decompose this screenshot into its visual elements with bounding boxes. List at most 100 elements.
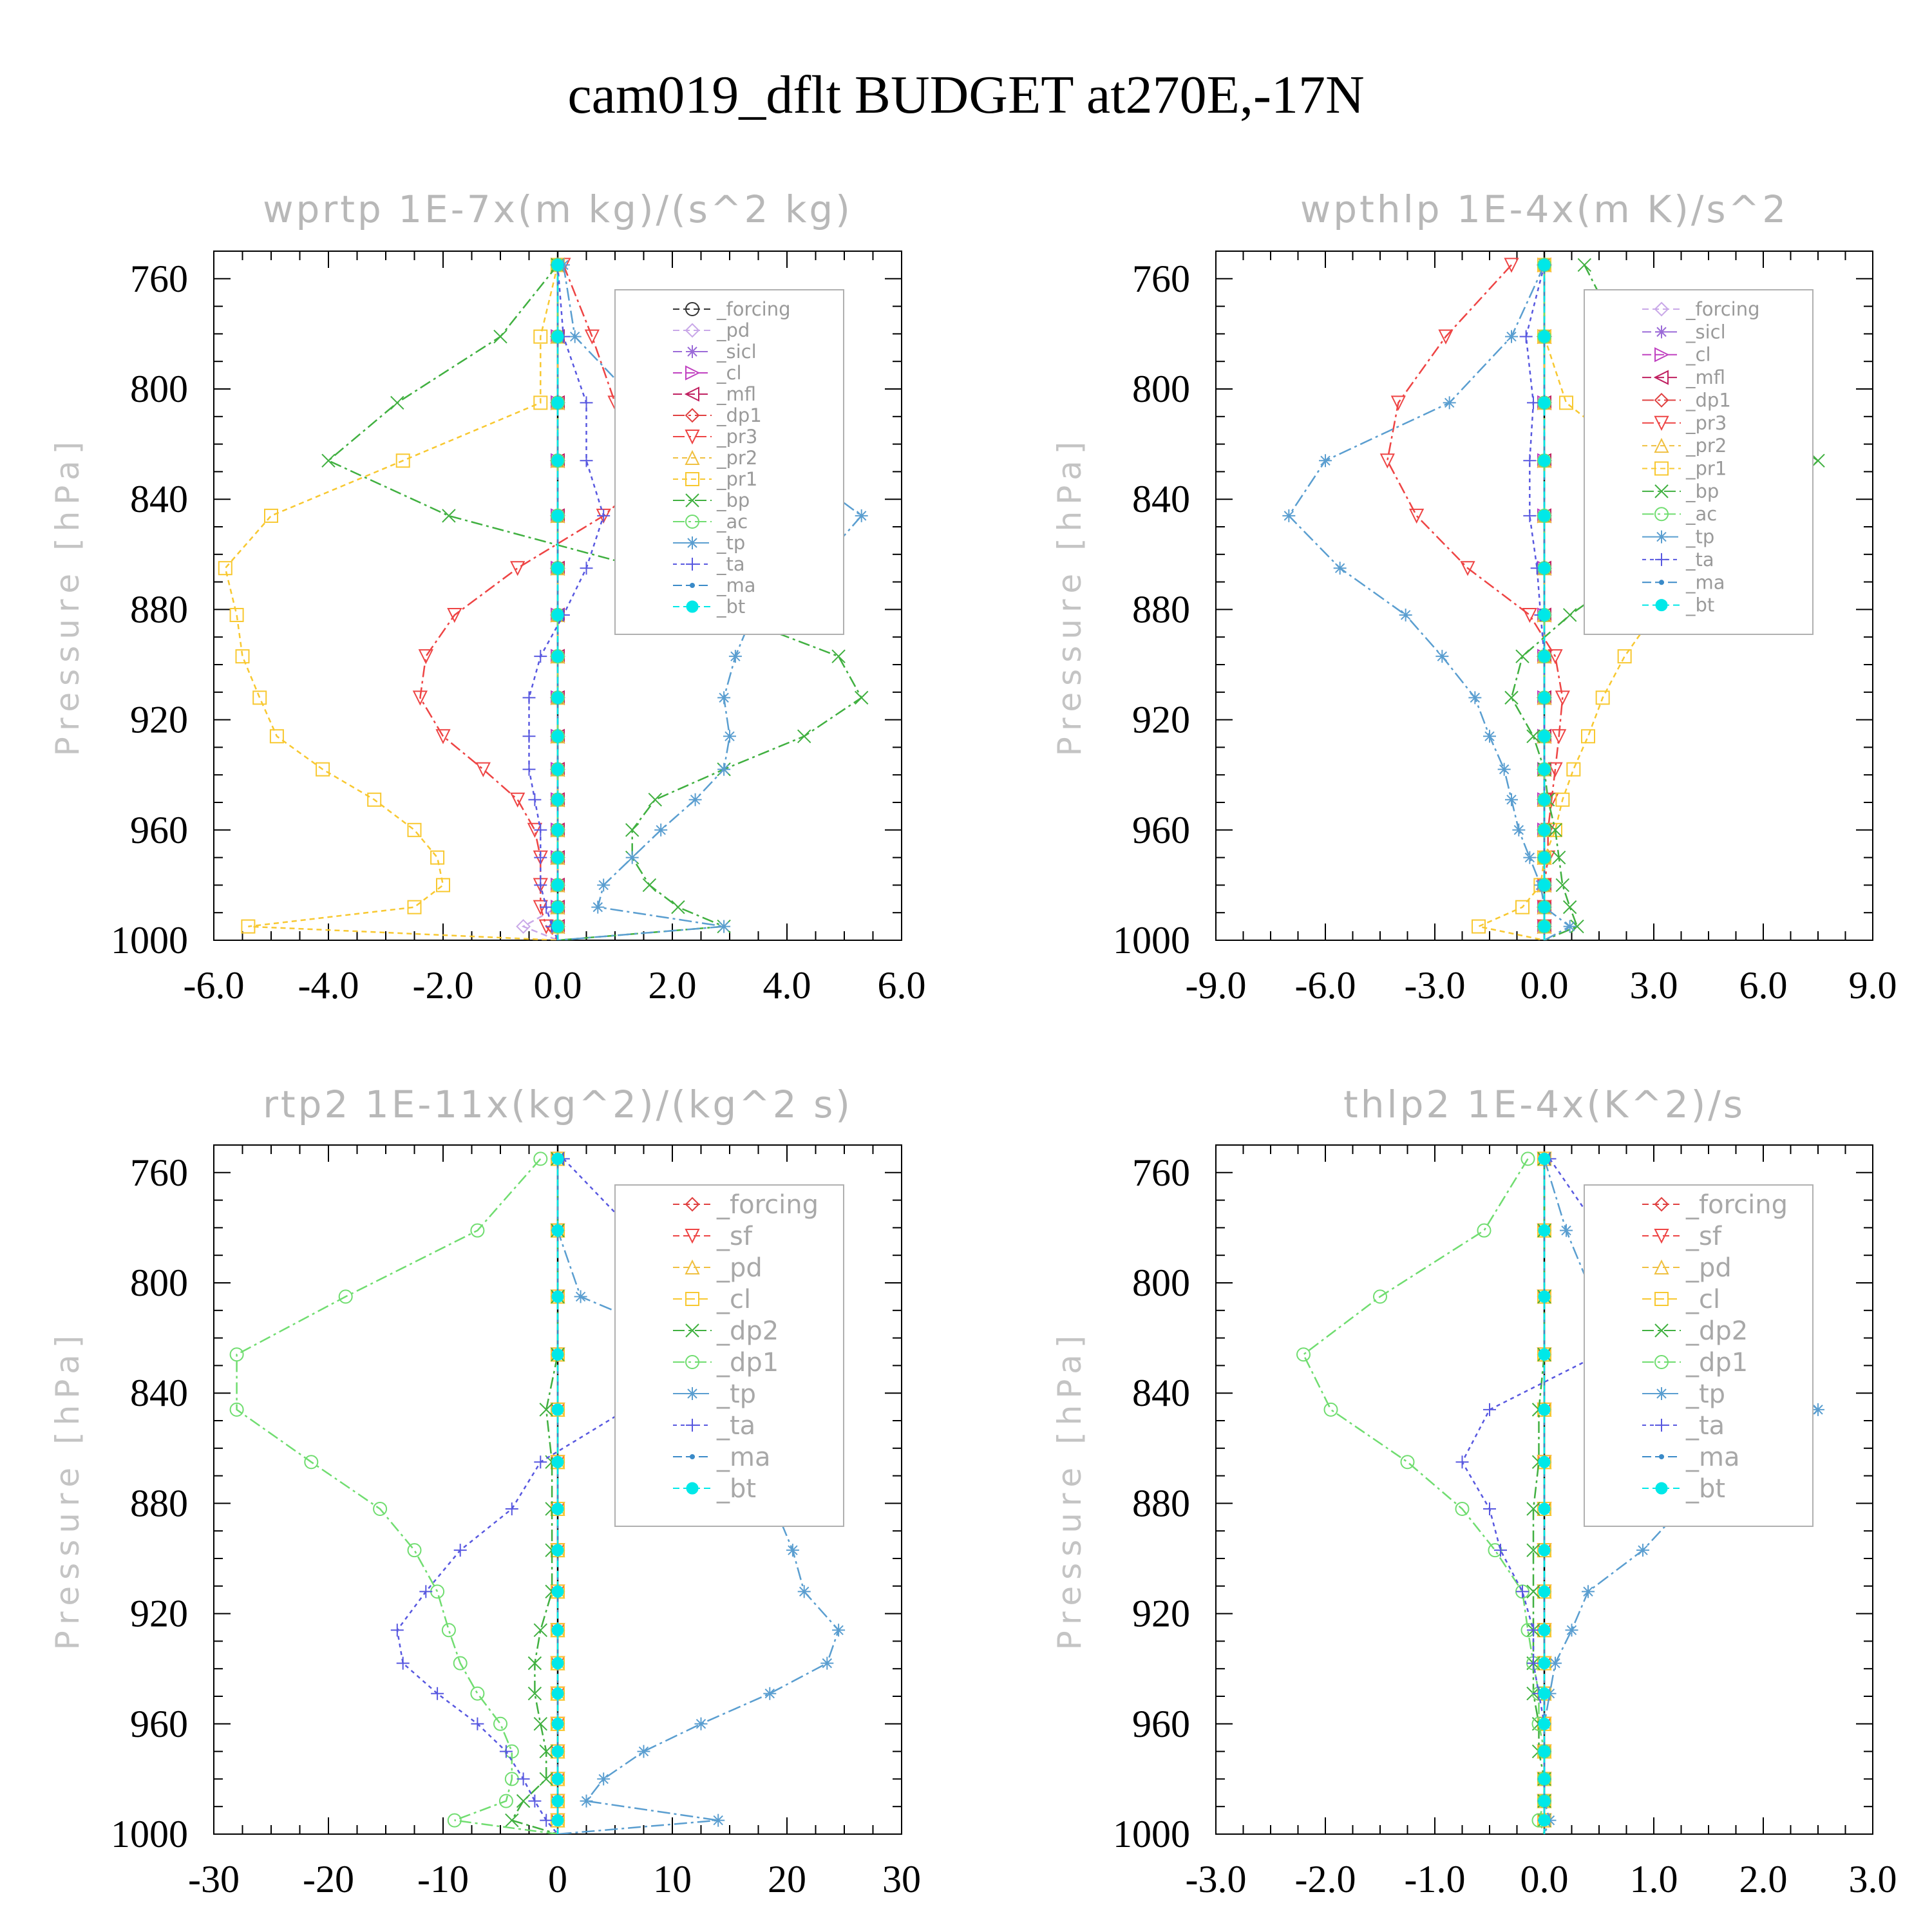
legend-label: _sicl [1685, 321, 1726, 343]
data-point [1455, 1501, 1470, 1516]
legend-marker [1659, 1454, 1664, 1459]
panel-title: wpthlp 1E-4x(m K)/s^2 [1300, 187, 1788, 231]
data-point [1538, 609, 1551, 621]
data-point [1538, 1224, 1551, 1237]
data-point [1560, 1224, 1573, 1237]
data-point [1538, 1403, 1551, 1416]
data-point [1538, 730, 1551, 743]
legend-label: _bt [1685, 594, 1714, 616]
data-point [534, 1455, 547, 1469]
legend-marker [1654, 1355, 1669, 1369]
x-tick-label: -6.0 [184, 964, 245, 1007]
legend-marker [1654, 415, 1669, 431]
data-point [584, 329, 600, 345]
data-point [712, 1814, 725, 1827]
data-point [407, 900, 422, 914]
x-tick-label: 3.0 [1630, 964, 1678, 1007]
y-tick-label: 840 [130, 478, 188, 520]
legend-label: _cl [1685, 344, 1711, 366]
legend-marker [685, 1259, 700, 1274]
x-tick-label: -9.0 [1186, 964, 1247, 1007]
x-tick-label: -30 [188, 1858, 240, 1900]
data-point [551, 1687, 564, 1700]
legend-label: _cl [716, 362, 742, 384]
data-point [1516, 1585, 1529, 1598]
data-point [470, 1686, 485, 1701]
data-point [1515, 900, 1530, 914]
legend-marker [1659, 580, 1664, 585]
legend-marker [1653, 370, 1669, 385]
data-point [407, 1543, 422, 1558]
legend-marker [1655, 325, 1668, 339]
legend-marker [685, 515, 699, 529]
data-point [470, 1223, 485, 1238]
series-line-ta [1461, 1158, 1666, 1834]
figure-title: cam019_dflt BUDGET at270E,-17N [567, 65, 1364, 125]
data-point [373, 1501, 388, 1516]
legend-marker [685, 493, 699, 507]
plot-area [229, 1151, 846, 1834]
data-point [229, 1402, 244, 1417]
legend-label: _forcing [716, 298, 791, 320]
data-point [1460, 561, 1475, 576]
data-point [430, 850, 445, 865]
data-point [493, 329, 507, 344]
data-point [1505, 330, 1518, 343]
y-tick-label: 960 [1132, 1703, 1190, 1745]
legend-marker [685, 302, 699, 316]
x-tick-label: 0 [548, 1858, 567, 1900]
data-point [1559, 395, 1573, 410]
y-tick-label: 1000 [1113, 1813, 1190, 1855]
data-point [218, 561, 232, 576]
data-point [540, 1814, 553, 1827]
legend-label: _pr2 [716, 447, 757, 469]
data-point [1812, 1403, 1824, 1416]
data-point [551, 1502, 564, 1515]
data-point [1538, 1814, 1551, 1827]
data-point [1526, 1502, 1540, 1516]
data-point [797, 1585, 811, 1598]
legend-marker [1654, 1197, 1669, 1212]
legend-label: _pr3 [716, 426, 757, 448]
data-point [694, 1717, 708, 1730]
series-dp1 [229, 1151, 558, 1834]
data-point [1562, 900, 1577, 914]
data-point [539, 1744, 553, 1759]
data-point [763, 1687, 777, 1700]
data-point [522, 730, 536, 743]
data-point [551, 509, 564, 522]
legend-marker [1655, 553, 1668, 566]
data-point [1537, 508, 1551, 523]
data-point [435, 729, 451, 744]
data-point [338, 1289, 353, 1304]
data-point [1379, 453, 1395, 469]
data-point [1390, 395, 1406, 411]
data-point [367, 792, 382, 807]
legend-marker [1654, 461, 1669, 476]
legend-marker [1654, 1292, 1669, 1306]
data-point [499, 1745, 513, 1758]
y-tick-label: 880 [130, 588, 188, 630]
data-point [539, 1772, 553, 1786]
data-point [551, 851, 564, 864]
legend-marker [686, 345, 699, 358]
data-point [1555, 690, 1570, 706]
data-point [551, 1772, 564, 1785]
data-point [1538, 1745, 1551, 1758]
data-point [1538, 851, 1551, 864]
data-point [1409, 508, 1425, 524]
legend-label: _ta [1685, 549, 1714, 571]
legend-box [1584, 289, 1814, 635]
data-point [551, 330, 564, 343]
data-point [1565, 1624, 1578, 1637]
panel-title: rtp2 1E-11x(kg^2)/(kg^2 s) [263, 1083, 853, 1126]
data-point [797, 729, 811, 743]
legend-marker [685, 1292, 699, 1306]
legend-label: _dp2 [716, 1316, 779, 1346]
y-tick-label: 840 [130, 1372, 188, 1414]
legend-label: _tp [716, 532, 745, 554]
series-line-bp [327, 264, 863, 940]
x-tick-label: -3.0 [1405, 964, 1466, 1007]
data-point [1811, 453, 1825, 468]
